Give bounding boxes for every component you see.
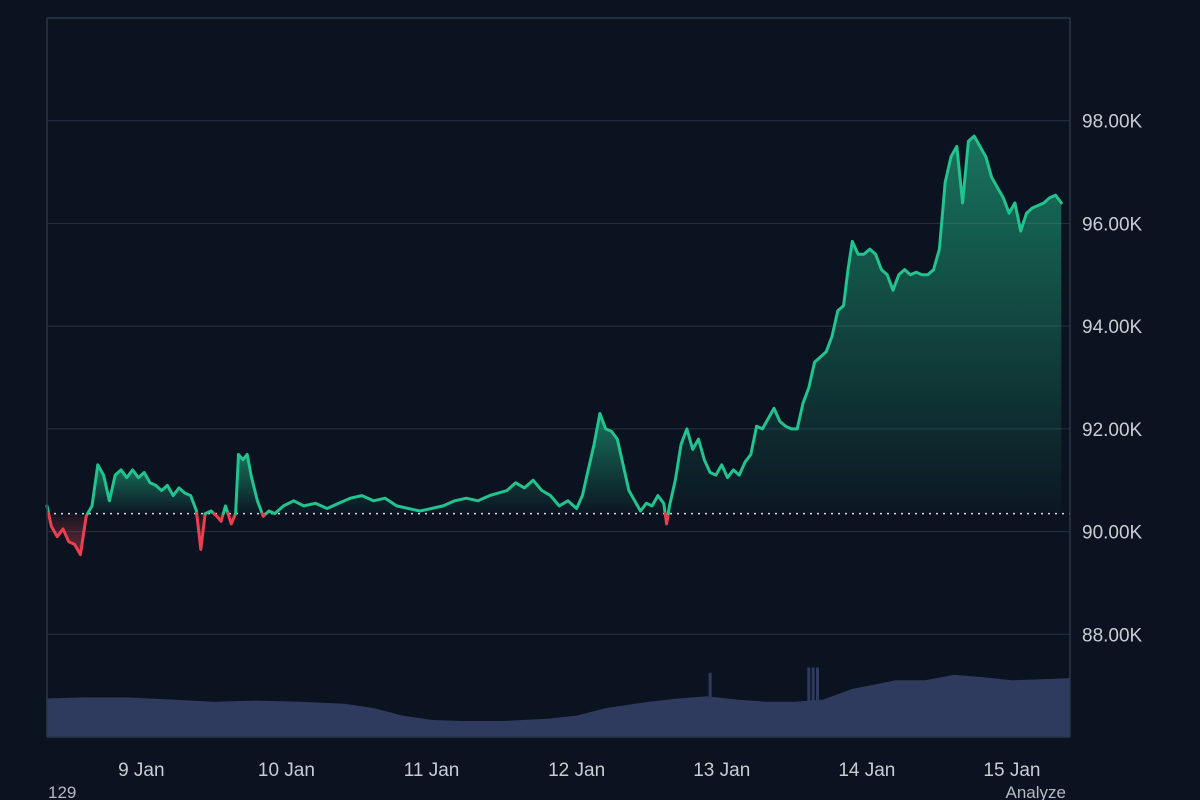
x-tick-label: 14 Jan: [838, 760, 895, 781]
down-line-segment: [195, 512, 207, 551]
up-line-segment: [264, 412, 667, 516]
down-line-segment: [212, 512, 225, 523]
y-tick-label: 96.00K: [1082, 214, 1143, 235]
down-line-segment: [226, 512, 238, 526]
x-tick-label: 11 Jan: [404, 760, 460, 781]
grid-lines: [47, 120, 1070, 635]
y-axis-ticks: 88.00K 90.00K 92.00K 94.00K 96.00K 98.00K: [1082, 112, 1143, 647]
x-tick-label: 12 Jan: [548, 760, 605, 781]
up-line-segment: [221, 504, 230, 516]
price-line: [45, 134, 1063, 557]
y-tick-label: 98.00K: [1082, 112, 1143, 133]
volume-spike: [811, 667, 815, 737]
plot-frame: [46, 17, 1071, 738]
x-tick-label: 9 Jan: [118, 760, 164, 781]
volume-area: [47, 674, 1070, 737]
up-line-segment: [666, 134, 1063, 516]
x-tick-label: 10 Jan: [258, 760, 315, 781]
up-line-segment: [234, 453, 264, 516]
x-tick-label: 13 Jan: [693, 760, 750, 781]
y-tick-label: 90.00K: [1082, 523, 1143, 544]
volume-spike: [816, 667, 820, 737]
price-area-fill: [47, 136, 1062, 555]
analyze-link[interactable]: Analyze: [1006, 783, 1066, 800]
down-area-segment: [48, 513, 88, 555]
down-line-segment: [47, 512, 90, 557]
up-area-segment: [266, 413, 666, 514]
y-tick-label: 94.00K: [1082, 317, 1143, 338]
x-tick-label: 15 Jan: [983, 760, 1040, 781]
down-line-segment: [663, 512, 670, 526]
up-line-segment: [86, 463, 199, 516]
volume-histogram: [47, 667, 1070, 737]
volume-spike: [807, 667, 811, 737]
up-area-segment: [668, 136, 1062, 514]
corner-label-left: 129: [48, 783, 76, 800]
volume-spike: [708, 672, 712, 737]
y-tick-label: 92.00K: [1082, 420, 1143, 441]
y-tick-label: 88.00K: [1082, 625, 1143, 646]
x-axis-ticks: 9 Jan 10 Jan 11 Jan 12 Jan 13 Jan 14 Jan 15 Ja…: [118, 760, 1040, 781]
